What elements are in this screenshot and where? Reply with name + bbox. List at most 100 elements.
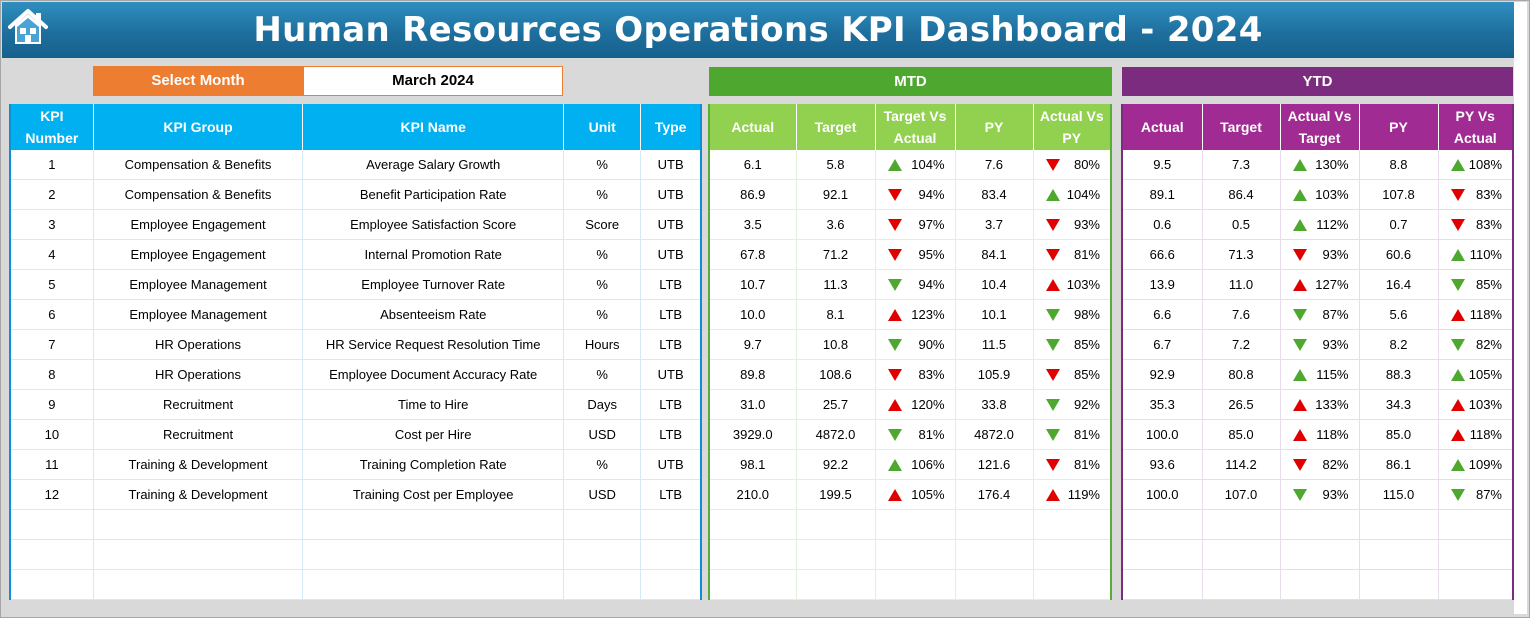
mtd-actual-vs-py-cell-content: 92%: [1038, 397, 1107, 412]
type-cell: LTB: [640, 479, 702, 510]
ytd-target-cell: 26.5: [1202, 389, 1281, 420]
arrow-down-green-icon: [887, 338, 902, 351]
arrow-down-green-icon: [1450, 338, 1465, 351]
ytd-py-vs-actual-cell-value: 83%: [1475, 217, 1502, 232]
ytd-actual-vs-target-cell-value: 112%: [1316, 217, 1349, 232]
ytd-row: 9.5 7.3 130% 8.8 108%: [1122, 150, 1514, 180]
empty-cell: [302, 509, 565, 540]
ytd-py-vs-actual-cell: 83%: [1438, 209, 1514, 240]
mtd-header-py: PY: [955, 104, 1034, 150]
mtd-actual-vs-py-cell: 81%: [1033, 449, 1112, 480]
kpi-number-cell: 6: [10, 299, 94, 330]
ytd-py-vs-actual-cell-value: 118%: [1469, 307, 1502, 322]
mtd-banner: MTD: [709, 67, 1112, 96]
empty-cell: [640, 509, 702, 540]
header-kpi-name: KPI Name: [302, 104, 565, 150]
empty-cell: [955, 569, 1034, 600]
mtd-actual-vs-py-cell: 81%: [1033, 239, 1112, 270]
mtd-py-cell: 10.4: [955, 269, 1034, 300]
arrow-down-green-icon: [1045, 428, 1060, 441]
arrow-up-green-icon: [1292, 158, 1307, 171]
arrow-up-green-icon: [1450, 158, 1465, 171]
unit-cell: %: [563, 239, 642, 270]
arrow-down-green-icon: [1292, 338, 1307, 351]
arrow-down-red-icon: [1045, 218, 1060, 231]
ytd-actual-cell: 0.6: [1122, 209, 1203, 240]
arrow-up-green-icon: [1450, 458, 1465, 471]
kpi-group-cell: Training & Development: [93, 479, 304, 510]
select-month-dropdown[interactable]: March 2024: [303, 66, 563, 96]
arrow-down-green-icon: [1045, 398, 1060, 411]
mtd-target-vs-actual-cell: 97%: [875, 209, 956, 240]
kpi-group-cell: Recruitment: [93, 419, 304, 450]
mtd-target-vs-actual-cell-content: 123%: [880, 307, 951, 322]
ytd-py-vs-actual-cell: 85%: [1438, 269, 1514, 300]
arrow-down-red-icon: [1450, 218, 1465, 231]
ytd-row: 100.0 85.0 118% 85.0 118%: [1122, 419, 1514, 450]
mtd-target-vs-actual-cell-value: 94%: [918, 277, 945, 292]
empty-cell: [10, 539, 94, 570]
mtd-target-vs-actual-cell: 105%: [875, 479, 956, 510]
mtd-py-cell: 33.8: [955, 389, 1034, 420]
ytd-py-cell: 5.6: [1359, 299, 1439, 330]
ytd-py-vs-actual-cell-value: 110%: [1469, 247, 1502, 262]
ytd-header-actual: Actual: [1122, 104, 1203, 150]
mtd-actual-vs-py-cell-content: 81%: [1038, 427, 1107, 442]
header-kpi-number: KPI Number: [10, 104, 94, 150]
empty-cell: [1122, 569, 1203, 600]
ytd-actual-vs-target-cell-content: 133%: [1285, 397, 1355, 412]
title-bar: Human Resources Operations KPI Dashboard…: [2, 2, 1514, 58]
ytd-actual-vs-target-cell-content: 93%: [1285, 487, 1355, 502]
empty-cell: [1033, 509, 1112, 540]
info-row: 9 Recruitment Time to Hire Days LTB: [10, 389, 702, 420]
arrow-up-green-icon: [1292, 218, 1307, 231]
info-row: 5 Employee Management Employee Turnover Ra…: [10, 269, 702, 300]
mtd-row: 3929.0 4872.0 81% 4872.0 81%: [709, 419, 1112, 450]
unit-cell: %: [563, 299, 642, 330]
home-icon[interactable]: [6, 6, 50, 48]
mtd-actual-vs-py-cell-value: 81%: [1073, 427, 1100, 442]
mtd-actual-vs-py-cell-content: 119%: [1038, 487, 1107, 502]
kpi-name-cell: Average Salary Growth: [302, 150, 565, 180]
mtd-target-vs-actual-cell: 123%: [875, 299, 956, 330]
page-title: Human Resources Operations KPI Dashboard…: [253, 10, 1263, 50]
ytd-actual-cell: 35.3: [1122, 389, 1203, 420]
ytd-actual-vs-target-cell: 82%: [1280, 449, 1360, 480]
ytd-actual-cell: 93.6: [1122, 449, 1203, 480]
empty-cell: [796, 569, 876, 600]
empty-cell: [93, 509, 304, 540]
mtd-target-cell: 92.2: [796, 449, 876, 480]
arrow-down-green-icon: [1292, 488, 1307, 501]
mtd-target-cell: 108.6: [796, 359, 876, 390]
mtd-target-vs-actual-cell-content: 104%: [880, 157, 951, 172]
ytd-py-cell: 115.0: [1359, 479, 1439, 510]
kpi-number-cell: 9: [10, 389, 94, 420]
ytd-actual-vs-target-cell-value: 130%: [1315, 157, 1349, 172]
mtd-actual-vs-py-cell: 119%: [1033, 479, 1112, 510]
mtd-target-cell: 11.3: [796, 269, 876, 300]
kpi-group-cell: Compensation & Benefits: [93, 179, 304, 210]
mtd-actual-vs-py-cell-value: 98%: [1073, 307, 1100, 322]
ytd-actual-vs-target-cell: 112%: [1280, 209, 1360, 240]
kpi-number-cell: 8: [10, 359, 94, 390]
mtd-actual-vs-py-cell-content: 103%: [1038, 277, 1107, 292]
mtd-target-vs-actual-cell-value: 95%: [918, 247, 945, 262]
kpi-group-cell: Training & Development: [93, 449, 304, 480]
mtd-actual-vs-py-cell-value: 81%: [1073, 247, 1100, 262]
ytd-row: 0.6 0.5 112% 0.7 83%: [1122, 209, 1514, 240]
mtd-actual-vs-py-cell-value: 103%: [1066, 277, 1100, 292]
mtd-row: 10.7 11.3 94% 10.4 103%: [709, 269, 1112, 300]
ytd-py-cell: 0.7: [1359, 209, 1439, 240]
mtd-target-vs-actual-cell-content: 81%: [880, 427, 951, 442]
ytd-row: [1122, 509, 1514, 540]
ytd-actual-vs-target-cell-content: 130%: [1285, 157, 1355, 172]
kpi-group-cell: Employee Engagement: [93, 209, 304, 240]
mtd-py-cell: 4872.0: [955, 419, 1034, 450]
ytd-target-cell: 7.2: [1202, 329, 1281, 360]
mtd-target-vs-actual-cell-value: 81%: [918, 427, 945, 442]
mtd-actual-vs-py-cell-content: 98%: [1038, 307, 1107, 322]
mtd-target-vs-actual-cell: 95%: [875, 239, 956, 270]
mtd-row: 9.7 10.8 90% 11.5 85%: [709, 329, 1112, 360]
empty-cell: [563, 569, 642, 600]
mtd-py-cell: 10.1: [955, 299, 1034, 330]
